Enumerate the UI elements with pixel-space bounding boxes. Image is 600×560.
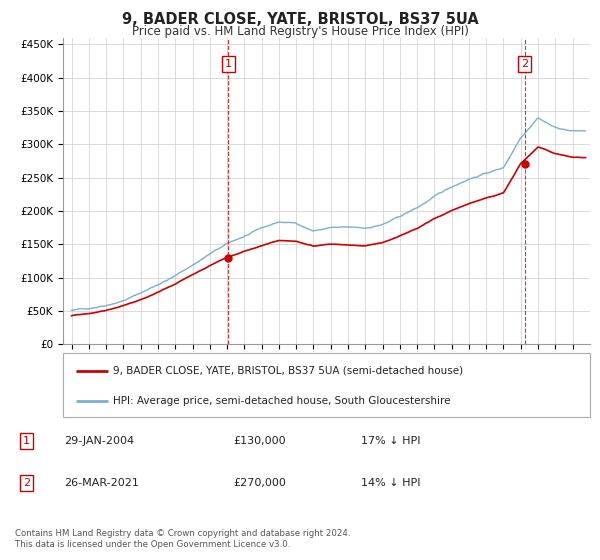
Text: 9, BADER CLOSE, YATE, BRISTOL, BS37 5UA: 9, BADER CLOSE, YATE, BRISTOL, BS37 5UA <box>122 12 478 27</box>
Text: £130,000: £130,000 <box>233 436 286 446</box>
Text: £270,000: £270,000 <box>233 478 286 488</box>
Text: 1: 1 <box>225 59 232 69</box>
Text: 26-MAR-2021: 26-MAR-2021 <box>64 478 139 488</box>
Text: 9, BADER CLOSE, YATE, BRISTOL, BS37 5UA (semi-detached house): 9, BADER CLOSE, YATE, BRISTOL, BS37 5UA … <box>113 366 463 376</box>
Text: 1: 1 <box>23 436 30 446</box>
Text: 17% ↓ HPI: 17% ↓ HPI <box>361 436 421 446</box>
Text: Price paid vs. HM Land Registry's House Price Index (HPI): Price paid vs. HM Land Registry's House … <box>131 25 469 38</box>
Text: 2: 2 <box>521 59 528 69</box>
Text: 29-JAN-2004: 29-JAN-2004 <box>64 436 134 446</box>
Text: 2: 2 <box>23 478 30 488</box>
Text: 14% ↓ HPI: 14% ↓ HPI <box>361 478 421 488</box>
Text: Contains HM Land Registry data © Crown copyright and database right 2024.
This d: Contains HM Land Registry data © Crown c… <box>15 529 350 549</box>
Text: HPI: Average price, semi-detached house, South Gloucestershire: HPI: Average price, semi-detached house,… <box>113 396 451 406</box>
